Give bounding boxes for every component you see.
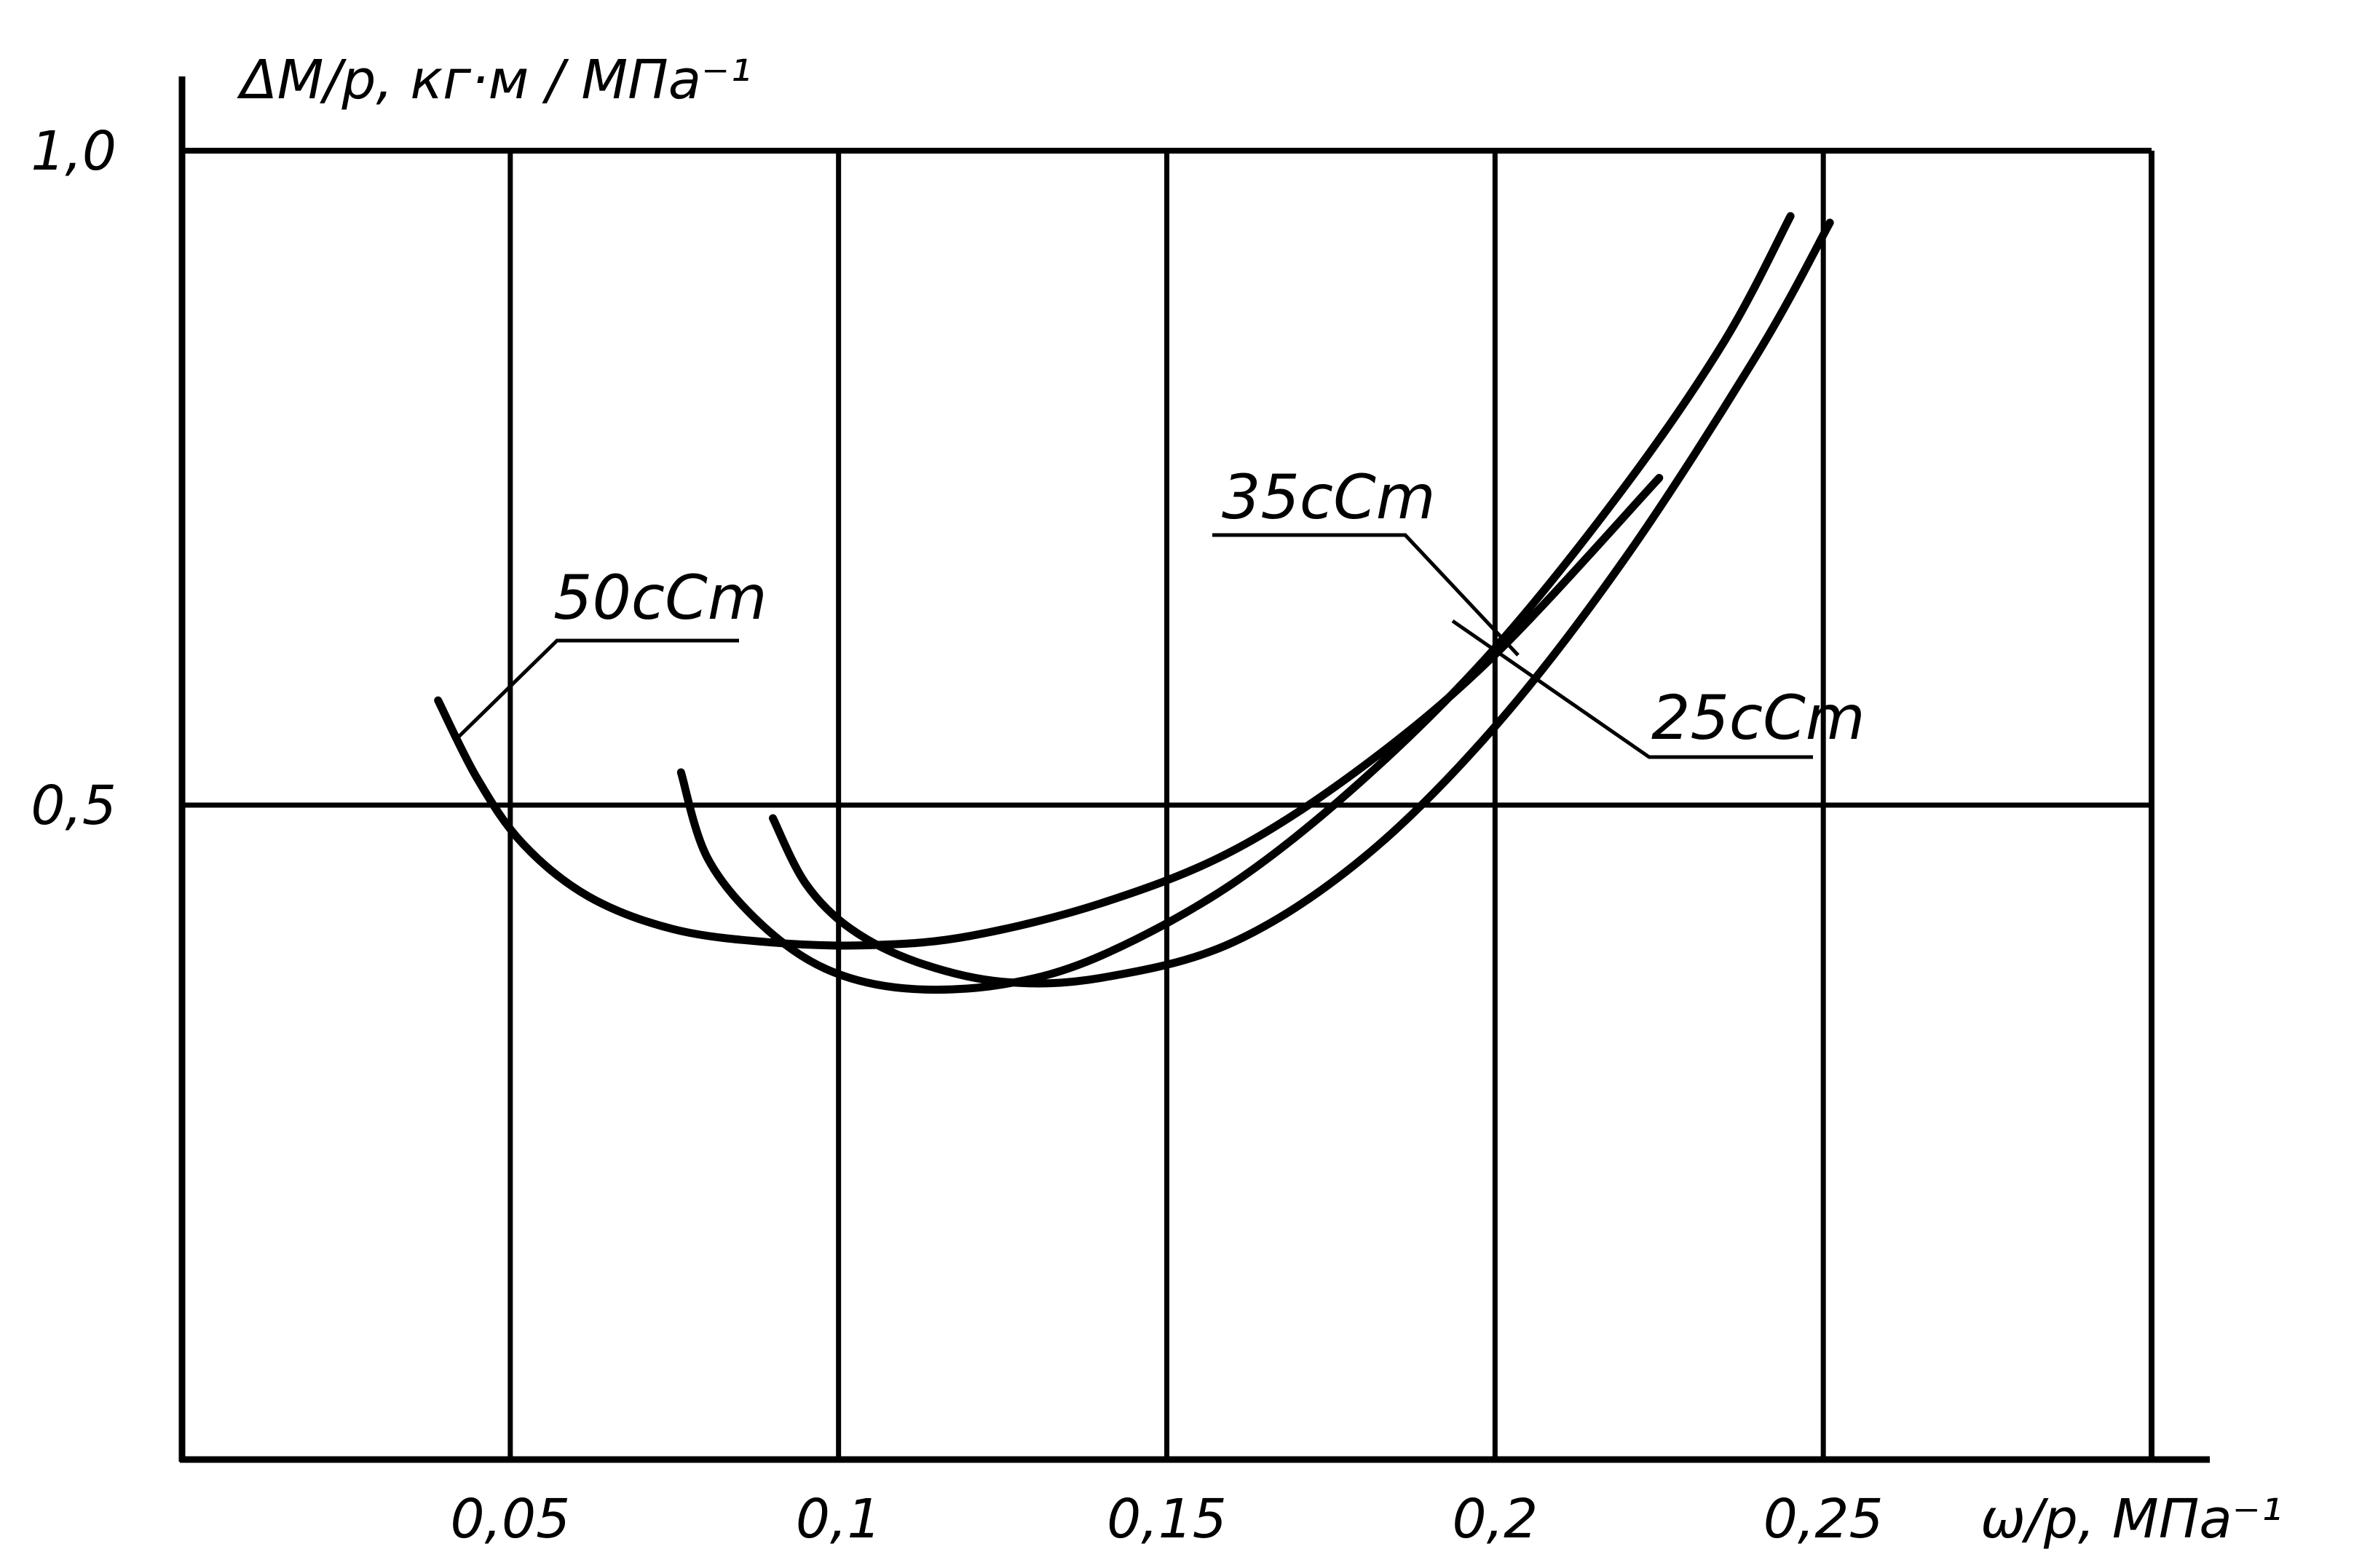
axes-layer: 0,05 0,1 0,15 0,2 0,25 0,5 1,0 [31,76,2210,1551]
series-line-25ccm [769,218,1834,988]
x-tick-label: 0,25 [1763,1488,1884,1551]
x-tick-label: 0,05 [450,1488,570,1551]
annotation-layer: 50cCm 35cCm 25cCm [457,462,1865,759]
grid-layer [182,148,2154,1460]
annotation-leader-35ccm [1212,533,1520,657]
annotation-leader-50ccm [457,638,739,738]
x-tick-label: 0,2 [1452,1488,1538,1551]
y-tick-label: 1,0 [31,120,116,183]
series-line-35ccm [676,212,1795,994]
x-tick-label: 0,15 [1107,1488,1227,1551]
x-tick-label: 0,1 [796,1488,882,1551]
annotation-label-25ccm: 25cCm [1651,682,1865,753]
y-tick-label: 0,5 [31,775,116,837]
label-layer: ΔM/p, кг·м / МПа⁻¹ ω/p, МПа⁻¹ [237,49,2282,1551]
annotation-leader-25ccm [1451,619,1813,759]
series-line-50ccm [434,474,1664,950]
annotation-label-35ccm: 35cCm [1222,462,1436,533]
annotation-label-50ccm: 50cCm [553,562,767,633]
series-layer [434,212,1834,994]
x-axis-title: ω/p, МПа⁻¹ [1980,1488,2282,1551]
y-axis-title: ΔM/p, кг·м / МПа⁻¹ [237,49,751,111]
